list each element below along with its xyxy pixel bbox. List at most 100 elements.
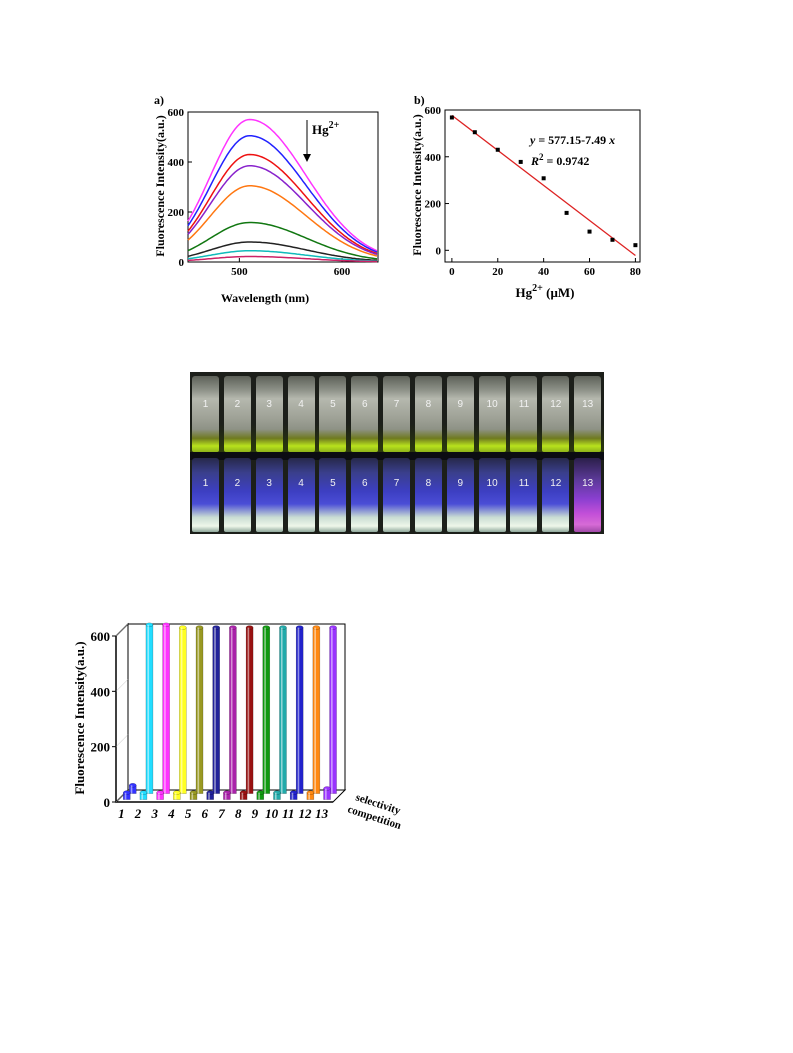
spectrum-line-7: [187, 241, 378, 262]
panel-b-ytick-label: 0: [436, 245, 442, 257]
panel-b-linear-fit: b) 0 200 400 600 0 20 40 60 80 Hg2+ (μM) Fluores…: [410, 93, 641, 300]
panel-c-category-label: 5: [185, 806, 192, 821]
fit-equation: y = 577.15-7.49 x: [528, 133, 615, 147]
spectrum-line-9: [187, 255, 378, 263]
vial-top-label: 4: [298, 399, 304, 410]
vial-bottom-7: [383, 458, 411, 532]
data-point: [564, 210, 569, 215]
vial-top-13: [574, 376, 602, 452]
vial-top-label: 12: [550, 399, 562, 410]
vial-top-6: [351, 376, 379, 452]
fit-equation-rhs: = 577.15-7.49: [535, 133, 609, 147]
photo-divider: [190, 452, 604, 460]
vial-bottom-8: [414, 458, 442, 532]
vial-top-label: 2: [234, 399, 241, 410]
vial-bottom-10: [478, 458, 506, 532]
panel-a-ylabel: Fluorescence Intensity(a.u.): [153, 115, 167, 256]
r-squared-lhs: R: [530, 154, 539, 168]
selectivity-bar-4: [179, 625, 187, 794]
vial-top-5: [319, 376, 347, 452]
vial-bottom-3: [255, 458, 283, 532]
panel-c-ytick-label: 0: [104, 795, 111, 810]
competition-bar-2: [139, 790, 148, 800]
vial-top-label: 5: [330, 399, 336, 410]
panel-c-side-wall: [115, 622, 129, 804]
panel-b-xlabel-text: Hg: [516, 285, 533, 300]
competition-bar-8: [239, 790, 248, 800]
panel-c-category-label: 2: [134, 806, 142, 821]
data-point: [541, 176, 546, 181]
competition-bar-3: [156, 790, 164, 800]
vial-bottom-12: [542, 458, 570, 532]
panel-c-category-label: 12: [298, 806, 312, 821]
competition-bar-7: [223, 790, 231, 800]
fit-equation-lhs: y: [528, 133, 536, 147]
vial-bottom-label: 1: [202, 478, 209, 489]
panel-c-category-label: 1: [118, 806, 125, 821]
data-point: [449, 115, 454, 120]
vial-bottom-2: [223, 458, 251, 532]
competition-bar-6: [206, 790, 214, 800]
vial-bottom-label: 10: [486, 478, 498, 489]
selectivity-bar-3: [162, 622, 170, 794]
fit-line: [451, 114, 636, 256]
vial-top-7: [383, 376, 411, 452]
panel-a-ytick-label: 400: [168, 157, 185, 169]
vial-top-label: 10: [486, 399, 498, 410]
panel-b-xtick-label: 0: [449, 266, 455, 278]
hg-arrow-annotation: Hg2+: [303, 120, 340, 162]
panel-c-category-label: 7: [218, 806, 225, 821]
selectivity-bar-1: [128, 783, 137, 794]
vial-top-label: 8: [425, 399, 432, 410]
vial-top-12: [542, 376, 570, 452]
hg-annotation-text: Hg: [312, 122, 329, 137]
vial-top-10: [478, 376, 506, 452]
fit-equation-var: x: [608, 133, 615, 147]
panel-a-xlabel: Wavelength (nm): [221, 291, 309, 305]
spectrum-line-6: [187, 221, 378, 260]
selectivity-bar-8: [245, 625, 254, 794]
panel-b-xtick-label: 40: [538, 266, 550, 278]
vial-bottom-label: 6: [361, 478, 368, 489]
panel-a-xtick-label: 600: [334, 266, 351, 278]
panel-c-ytick-label: 400: [91, 684, 111, 699]
vial-bottom-label: 13: [582, 478, 594, 489]
spectrum-line-3: [187, 153, 378, 255]
panel-c-gridline: [115, 679, 129, 692]
panel-a-frame: [187, 111, 379, 263]
panel-b-xtick-label: 20: [492, 266, 504, 278]
data-point: [495, 147, 500, 152]
competition-bar-12: [306, 790, 315, 800]
vial-top-8: [414, 376, 442, 452]
selectivity-bar-6: [212, 625, 220, 794]
vial-top-4: [287, 376, 315, 452]
panel-c-category-label: 8: [235, 806, 242, 821]
competition-bar-13: [323, 786, 331, 800]
panel-b-xlabel-rest: (μM): [543, 285, 575, 300]
panel-b-ytick-label: 400: [425, 152, 442, 164]
panel-c-category-label: 6: [202, 806, 209, 821]
panel-c-category-label: 3: [150, 806, 158, 821]
data-point: [472, 130, 477, 135]
selectivity-bar-7: [229, 625, 237, 794]
selectivity-bar-5: [195, 625, 204, 794]
vial-bottom-label: 7: [393, 478, 400, 489]
vial-bottom-5: [319, 458, 347, 532]
panel-c-category-label: 11: [282, 806, 294, 821]
vial-bottom-4: [287, 458, 315, 532]
vial-bottom-label: 9: [457, 478, 464, 489]
panel-c-category-label: 9: [252, 806, 259, 821]
panel-b-label: b): [414, 93, 425, 107]
vial-bottom-label: 8: [425, 478, 432, 489]
panel-c-ytick-label: 600: [91, 629, 111, 644]
panel-b-xtick-label: 60: [584, 266, 596, 278]
panel-b-xlabel-sup: 2+: [532, 283, 543, 294]
vial-bottom-6: [351, 458, 379, 532]
spectrum-line-5: [187, 185, 378, 257]
panel-c-category-label: 10: [265, 806, 279, 821]
panel-c-ylabel: Fluorescence Intensity(a.u.): [72, 641, 87, 794]
vial-top-label: 11: [518, 399, 530, 410]
data-point: [518, 159, 523, 164]
vial-top-label: 9: [457, 399, 464, 410]
competition-bar-11: [289, 790, 298, 800]
